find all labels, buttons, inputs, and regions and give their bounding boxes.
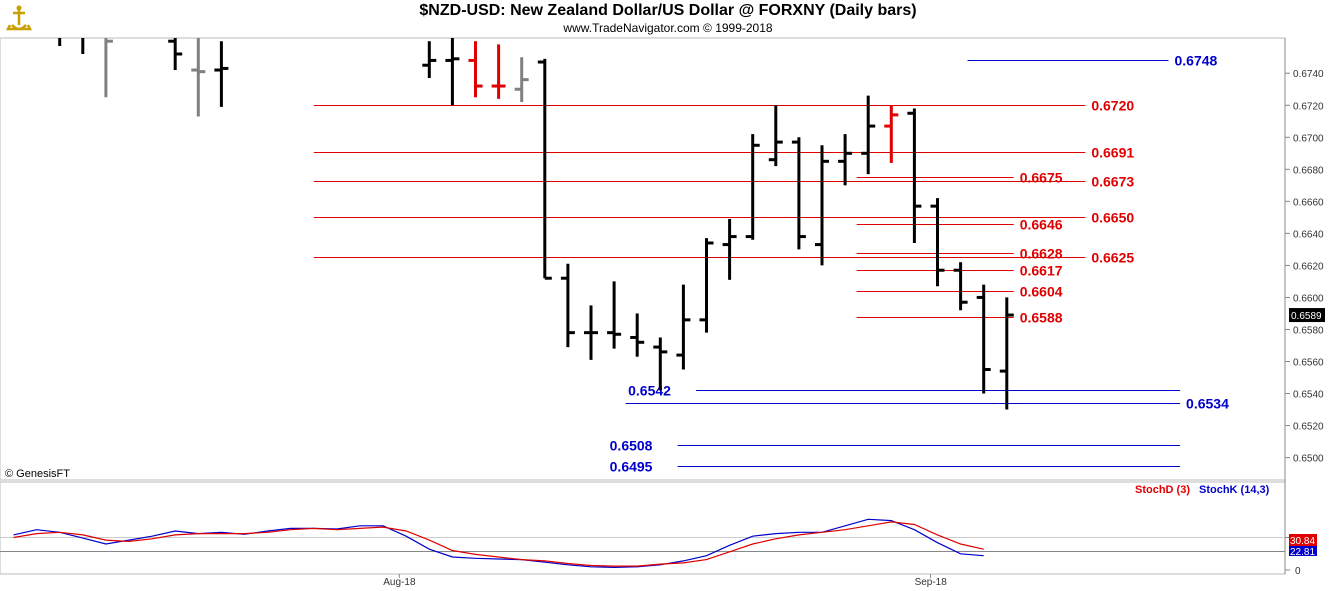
price-bar xyxy=(999,297,1014,410)
price-tick-label: 0.6500 xyxy=(1293,454,1324,465)
level-label: 0.6508 xyxy=(610,438,653,454)
stochastic-panel-frame xyxy=(0,481,1286,575)
price-bar xyxy=(722,218,737,280)
level-label: 0.6534 xyxy=(1186,396,1229,412)
level-label: 0.6628 xyxy=(1020,246,1063,262)
legend-stoch-k: StochK (14,3) xyxy=(1199,484,1270,496)
price-axis: 0.6740 0.6720 0.6700 0.6680 0.6660 0.6640 0.66… xyxy=(1285,69,1324,465)
price-bar xyxy=(607,281,622,349)
price-bar xyxy=(861,95,876,175)
last-price-marker: 0.6589 xyxy=(1289,308,1325,323)
price-bar xyxy=(653,337,668,391)
price-tick-label: 0.6600 xyxy=(1293,293,1324,304)
stoch-k-value-box xyxy=(1289,546,1317,556)
price-bar xyxy=(168,38,183,71)
level-label: 0.6720 xyxy=(1091,98,1134,114)
level-label: 0.6495 xyxy=(610,459,653,475)
price-bar xyxy=(791,137,806,250)
stoch-d-value: 30.84 xyxy=(1290,536,1315,547)
price-tick-label: 0.6520 xyxy=(1293,422,1324,433)
price-bar xyxy=(838,134,853,186)
date-tick-label: Aug-18 xyxy=(383,577,416,588)
level-label: 0.6542 xyxy=(628,383,671,399)
legend-stoch-d: StochD (3) xyxy=(1135,484,1190,496)
price-tick-label: 0.6620 xyxy=(1293,261,1324,272)
price-tick-label: 0.6720 xyxy=(1293,101,1324,112)
price-bar xyxy=(768,105,783,167)
stoch-d-value-box xyxy=(1289,534,1317,546)
price-tick-label: 0.6700 xyxy=(1293,133,1324,144)
price-bar xyxy=(468,41,483,98)
trade-navigator-logo-icon xyxy=(4,3,34,33)
price-tick-label: 0.6560 xyxy=(1293,357,1324,368)
price-bar xyxy=(884,105,899,163)
price-tick-label: 0.6680 xyxy=(1293,165,1324,176)
price-tick-label: 0.6580 xyxy=(1293,325,1324,336)
stoch-d-line xyxy=(13,521,984,567)
price-tick-label: 0.6660 xyxy=(1293,197,1324,208)
date-axis: Aug-18 Sep-18 xyxy=(383,574,947,588)
price-tick-label: 0.6740 xyxy=(1293,69,1324,80)
price-bar xyxy=(445,38,460,106)
level-label: 0.6748 xyxy=(1175,53,1218,69)
level-label: 0.6625 xyxy=(1091,250,1134,266)
price-bar xyxy=(699,238,714,333)
price-bar xyxy=(815,145,829,266)
price-bar xyxy=(422,41,437,79)
level-label: 0.6617 xyxy=(1020,263,1063,279)
stochastic-lines xyxy=(0,518,1285,569)
level-label: 0.6691 xyxy=(1091,145,1134,161)
price-bar xyxy=(930,198,945,287)
price-tick-label: 0.6540 xyxy=(1293,390,1324,401)
price-bar xyxy=(214,41,229,107)
price-bar xyxy=(907,108,922,243)
last-price-label: 0.6589 xyxy=(1291,311,1322,322)
price-bar xyxy=(953,262,968,311)
price-tick-label: 0.6640 xyxy=(1293,229,1324,240)
level-label: 0.6675 xyxy=(1020,170,1063,186)
stoch-k-value: 22.81 xyxy=(1290,547,1315,558)
price-bar xyxy=(560,263,575,348)
price-bar xyxy=(745,134,760,240)
chart-title: $NZD-USD: New Zealand Dollar/US Dollar @… xyxy=(419,2,917,19)
last-price-box xyxy=(1289,308,1325,323)
level-label: 0.6646 xyxy=(1020,217,1063,233)
price-bar xyxy=(630,313,645,357)
ohlc-bars xyxy=(58,38,1014,410)
price-panel-frame xyxy=(0,37,1286,481)
level-label: 0.6650 xyxy=(1091,210,1134,226)
price-bar xyxy=(976,284,991,394)
stoch-tick-label: 0 xyxy=(1295,566,1301,577)
chart-header: $NZD-USD: New Zealand Dollar/US Dollar @… xyxy=(0,0,1336,38)
price-bar xyxy=(676,284,691,370)
level-label: 0.6604 xyxy=(1020,284,1063,300)
price-bar xyxy=(491,44,506,99)
date-tick-label: Sep-18 xyxy=(915,577,948,588)
price-bar xyxy=(537,58,552,280)
chart-subtitle: www.TradeNavigator.com © 1999-2018 xyxy=(563,21,773,35)
price-bar xyxy=(104,38,113,98)
stochastic-legend: StochD (3) StochK (14,3) xyxy=(1135,484,1270,496)
level-lines: 0.6748 0.6720 0.6691 0.6675 0.6673 0.6650 0.66… xyxy=(313,53,1229,475)
copyright-text: © GenesisFT xyxy=(5,468,70,480)
price-bar xyxy=(191,38,206,117)
price-bar xyxy=(514,57,529,103)
level-label: 0.6588 xyxy=(1020,310,1063,326)
price-bar xyxy=(584,305,598,360)
level-label: 0.6673 xyxy=(1091,174,1134,190)
